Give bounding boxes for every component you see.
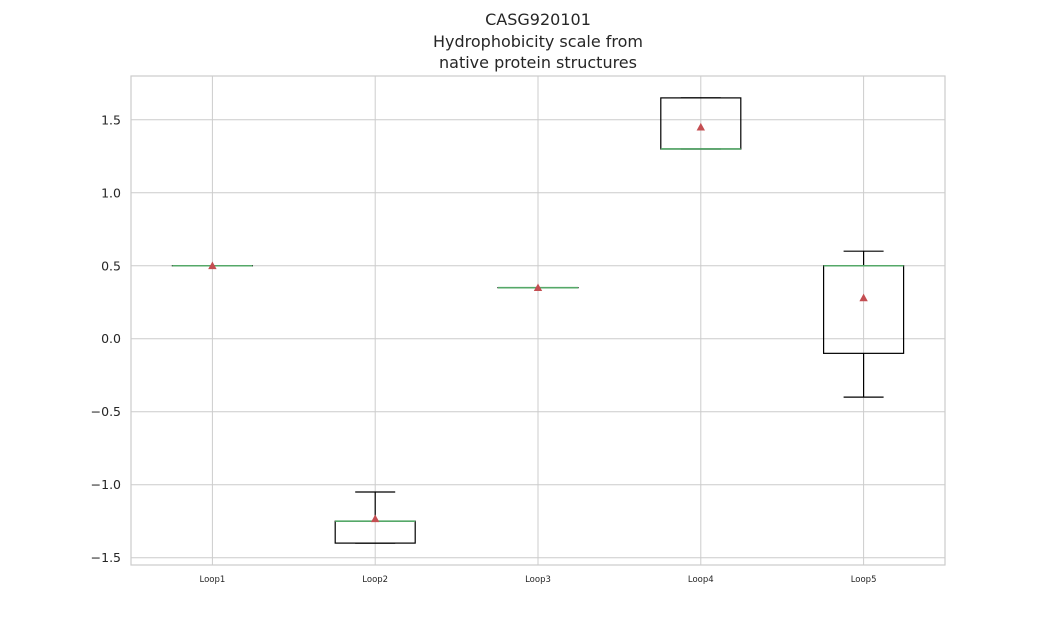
boxplot-loop1 xyxy=(171,261,253,270)
chart-title-line-2: Hydrophobicity scale from xyxy=(433,32,643,51)
y-tick-label: −0.5 xyxy=(91,404,121,419)
mean-marker xyxy=(533,283,543,292)
y-tick-label: 1.0 xyxy=(101,185,121,200)
chart-title-line-3: native protein structures xyxy=(439,53,637,72)
boxplot-loop4 xyxy=(660,97,742,150)
y-tick-label: 0.0 xyxy=(101,331,121,346)
x-tick-label: Loop5 xyxy=(851,575,877,585)
grid xyxy=(131,76,945,565)
chart-title-line-1: CASG920101 xyxy=(485,10,591,29)
y-axis-tick-labels: 1.5 1.0 0.5 0.0 −0.5 −1.0 −1.5 xyxy=(91,112,121,565)
mean-marker xyxy=(696,122,705,131)
y-tick-label: 0.5 xyxy=(101,258,121,273)
mean-marker xyxy=(371,514,380,523)
x-axis-tick-labels: Loop1 Loop2 Loop3 Loop4 Loop5 xyxy=(200,575,877,585)
plot-area-frame xyxy=(130,75,946,566)
x-tick-label: Loop1 xyxy=(200,575,226,585)
y-tick-label: 1.5 xyxy=(101,112,121,127)
boxplot-loop3 xyxy=(497,283,579,292)
boxplots xyxy=(171,97,905,544)
x-tick-label: Loop4 xyxy=(688,575,714,585)
x-tick-label: Loop2 xyxy=(362,575,388,585)
mean-marker xyxy=(208,261,217,270)
x-tick-label: Loop3 xyxy=(525,575,551,585)
chart-title: CASG920101 Hydrophobicity scale from nat… xyxy=(433,10,643,72)
mean-marker xyxy=(859,293,868,302)
y-tick-label: −1.0 xyxy=(91,477,121,492)
boxplot-loop2 xyxy=(334,491,416,544)
boxplot-loop5 xyxy=(822,250,905,398)
y-tick-label: −1.5 xyxy=(91,550,121,565)
